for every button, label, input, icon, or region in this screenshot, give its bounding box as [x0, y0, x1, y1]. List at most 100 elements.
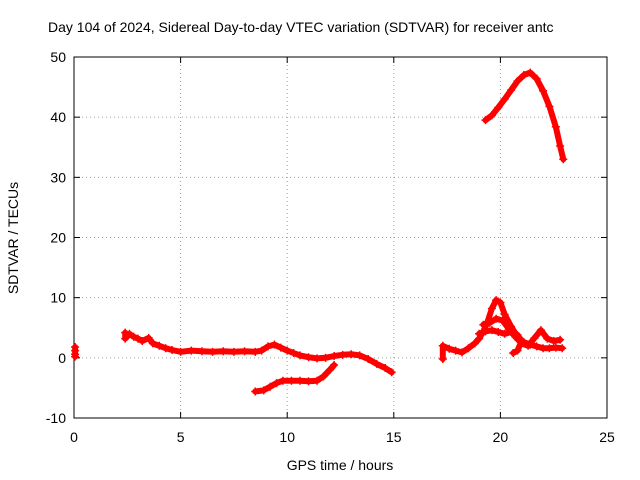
data-point — [500, 310, 509, 319]
data-point — [507, 86, 516, 95]
data-point — [325, 365, 334, 374]
x-tick-label: 5 — [177, 429, 185, 445]
data-point — [536, 326, 545, 335]
data-point — [445, 344, 454, 353]
data-point — [148, 339, 157, 348]
data-point — [481, 327, 490, 336]
data-point — [556, 335, 565, 344]
data-point — [479, 320, 488, 329]
data-point — [176, 347, 185, 356]
data-point — [304, 377, 313, 386]
data-point — [494, 103, 503, 112]
data-point — [219, 347, 228, 356]
series-trace-start — [71, 343, 80, 361]
y-tick-label: 0 — [58, 350, 66, 366]
series-trace — [482, 69, 567, 163]
data-point — [545, 102, 554, 111]
data-point — [319, 372, 328, 381]
data-point — [485, 318, 494, 327]
data-point — [197, 347, 206, 356]
data-point — [498, 316, 507, 325]
data-point — [481, 116, 490, 125]
y-tick-label: 30 — [50, 169, 66, 185]
y-tick-label: 20 — [50, 230, 66, 246]
data-point — [229, 347, 238, 356]
data-point — [487, 304, 496, 313]
y-tick-label: 50 — [50, 49, 66, 65]
x-tick-label: 10 — [279, 429, 295, 445]
series-trace-afternoon — [438, 296, 567, 364]
data-point — [266, 382, 275, 391]
data-point — [451, 346, 460, 355]
series-trace-afternoon-3 — [475, 326, 526, 358]
data-point — [295, 376, 304, 385]
data-point — [475, 329, 484, 338]
data-point — [283, 346, 292, 355]
data-point — [551, 122, 560, 131]
data-point — [270, 340, 279, 349]
data-point — [532, 342, 541, 351]
grid — [74, 57, 607, 418]
data-point — [492, 314, 501, 323]
data-point — [276, 343, 285, 352]
data-point — [539, 86, 548, 95]
x-axis-label: GPS time / hours — [287, 457, 394, 473]
data-point — [543, 334, 552, 343]
data-point — [364, 355, 373, 364]
data-point — [259, 386, 268, 395]
data-point — [251, 347, 260, 356]
data-point — [519, 71, 528, 80]
data-point — [496, 298, 505, 307]
data-point — [387, 368, 396, 377]
data-point — [470, 339, 479, 348]
data-point — [507, 327, 516, 336]
data-point — [372, 359, 381, 368]
data-point — [208, 347, 217, 356]
y-tick-label: 10 — [50, 290, 66, 306]
data-point — [381, 364, 390, 373]
y-tick-label: 40 — [50, 109, 66, 125]
data-point — [313, 354, 322, 363]
data-point — [494, 327, 503, 336]
data-point — [513, 346, 522, 355]
data-point — [458, 348, 467, 357]
x-tick-label: 15 — [386, 429, 402, 445]
data-point — [187, 346, 196, 355]
data-point — [556, 142, 565, 151]
data-point — [500, 95, 509, 104]
data-point — [487, 111, 496, 120]
data-point — [330, 361, 339, 370]
data-point — [240, 347, 249, 356]
data-point — [161, 344, 170, 353]
series-trace-peak — [481, 68, 568, 164]
data-point — [138, 336, 147, 345]
data-point — [313, 376, 322, 385]
data-point — [330, 352, 339, 361]
series-trace-dip — [251, 361, 339, 396]
data-point — [438, 341, 447, 350]
x-tick-label: 0 — [70, 429, 78, 445]
data-point — [509, 349, 518, 358]
data-point — [257, 346, 266, 355]
y-axis-label: SDTVAR / TECUs — [5, 182, 21, 294]
data-point — [304, 353, 313, 362]
data-point — [530, 333, 539, 342]
data-point — [133, 334, 142, 343]
series-trace — [252, 362, 338, 395]
data-point — [487, 326, 496, 335]
data-point — [338, 350, 347, 359]
plot-frame — [73, 56, 608, 419]
data-point — [500, 329, 509, 338]
data-point — [272, 379, 281, 388]
data-point — [129, 332, 138, 341]
series — [71, 68, 568, 396]
data-point — [155, 341, 164, 350]
data-point — [144, 333, 153, 342]
data-point — [125, 329, 134, 338]
chart-title: Day 104 of 2024, Sidereal Day-to-day VTE… — [48, 19, 554, 35]
series-trace-morning — [121, 328, 396, 377]
data-point — [289, 349, 298, 358]
